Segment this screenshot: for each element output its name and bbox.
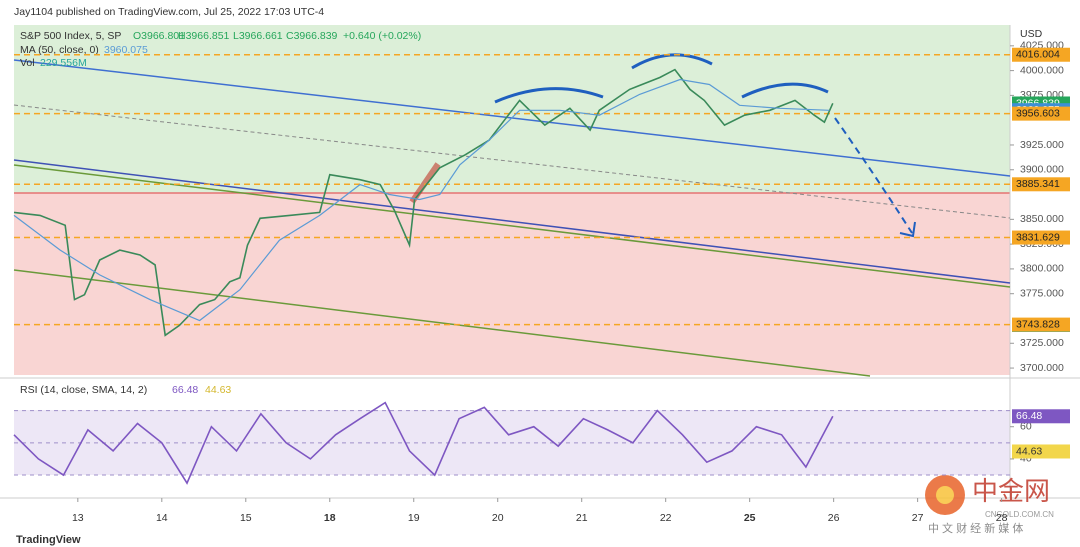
watermark-logo xyxy=(936,486,954,504)
y-tick-label: 4000.000 xyxy=(1020,64,1064,76)
projection xyxy=(834,117,913,234)
series-line xyxy=(13,401,834,485)
published: Jay1104 published on TradingView.com, Ju… xyxy=(14,6,324,18)
legend-value: H3966.851 xyxy=(178,30,230,42)
x-tick-label: 18 xyxy=(324,512,336,524)
projection-arrow xyxy=(899,221,916,238)
series-line xyxy=(13,68,834,337)
legend-value: 3960.075 xyxy=(104,44,148,56)
price-label-box xyxy=(1012,230,1070,245)
y-tick-label: 3700.000 xyxy=(1020,362,1064,374)
head-arc xyxy=(631,53,713,70)
price-label: 44.63 xyxy=(1016,445,1042,457)
y-tick-label: 40 xyxy=(1020,453,1032,465)
y-tick-label: 3775.000 xyxy=(1020,287,1064,299)
shoulder-arc xyxy=(741,82,829,99)
x-tick-label: 22 xyxy=(660,512,672,524)
price-label: 3956.603 xyxy=(1016,107,1060,119)
legend-value: C3966.839 xyxy=(286,30,338,42)
legend-title: RSI (14, close, SMA, 14, 2) xyxy=(20,384,147,396)
legend-value: O3966.801 xyxy=(133,30,185,42)
y-tick-label: 3900.000 xyxy=(1020,164,1064,176)
price-label: 4016.004 xyxy=(1016,49,1060,61)
legend-title: S&P 500 Index, 5, SP xyxy=(20,30,121,42)
x-tick-label: 25 xyxy=(744,512,756,524)
price-label: 3885.341 xyxy=(1016,178,1060,190)
price-label: 3831.629 xyxy=(1016,231,1060,243)
y-tick-label: 3850.000 xyxy=(1020,213,1064,225)
x-tick-label: 21 xyxy=(576,512,588,524)
trend-line xyxy=(13,104,1011,219)
x-tick-label: 15 xyxy=(240,512,252,524)
x-tick-label: 20 xyxy=(492,512,504,524)
legend-value: L3966.661 xyxy=(233,30,283,42)
legend-title: MA (50, close, 0) xyxy=(20,44,99,56)
price-label-box xyxy=(1012,444,1070,459)
y-tick-label: 3925.000 xyxy=(1020,139,1064,151)
currency: USD xyxy=(1020,28,1043,40)
watermark-text: 中 文 财 经 新 媒 体 xyxy=(928,521,1023,535)
x-tick-label: 26 xyxy=(828,512,840,524)
shoulder-arc xyxy=(494,87,604,104)
footer-logo: TradingView xyxy=(16,534,81,546)
price-label-box xyxy=(1012,106,1070,121)
red-zone xyxy=(14,193,1010,375)
price-label: 3743.828 xyxy=(1016,318,1060,330)
trend-line xyxy=(13,164,1011,288)
x-tick-label: 14 xyxy=(156,512,168,524)
x-tick-label: 27 xyxy=(912,512,924,524)
legend-value: 44.63 xyxy=(205,384,231,396)
legend-title: Vol xyxy=(20,57,35,69)
price-label: 66.48 xyxy=(1016,410,1042,422)
price-label-box xyxy=(1012,409,1070,424)
y-tick-label: 3725.000 xyxy=(1020,337,1064,349)
price-label-box xyxy=(1012,177,1070,192)
drawings xyxy=(13,53,1011,377)
x-tick-label: 13 xyxy=(72,512,84,524)
watermark-text: 中金网 xyxy=(972,476,1050,506)
price-label-box xyxy=(1012,47,1070,62)
y-tick-label: 3800.000 xyxy=(1020,263,1064,275)
legend-value: +0.640 (+0.02%) xyxy=(343,30,421,42)
rally-mark xyxy=(409,162,441,204)
legend-value: 229.556M xyxy=(40,57,87,69)
x-tick-label: 19 xyxy=(408,512,420,524)
watermark-text: CNGOLD.COM.CN xyxy=(985,510,1054,519)
trend-line xyxy=(13,269,871,377)
trend-line xyxy=(13,159,1011,284)
watermark: 中金网 CNGOLD.COM.CN 中 文 财 经 新 媒 体 xyxy=(925,475,1054,535)
legend-value: 66.48 xyxy=(172,384,198,396)
x-tick-label: 28 xyxy=(996,512,1008,524)
legend: S&P 500 Index, 5, SP O3966.801 H3966.851… xyxy=(20,30,421,396)
price-label-box xyxy=(1012,317,1070,332)
series-line xyxy=(13,78,830,322)
y-tick-label: 60 xyxy=(1020,421,1032,433)
